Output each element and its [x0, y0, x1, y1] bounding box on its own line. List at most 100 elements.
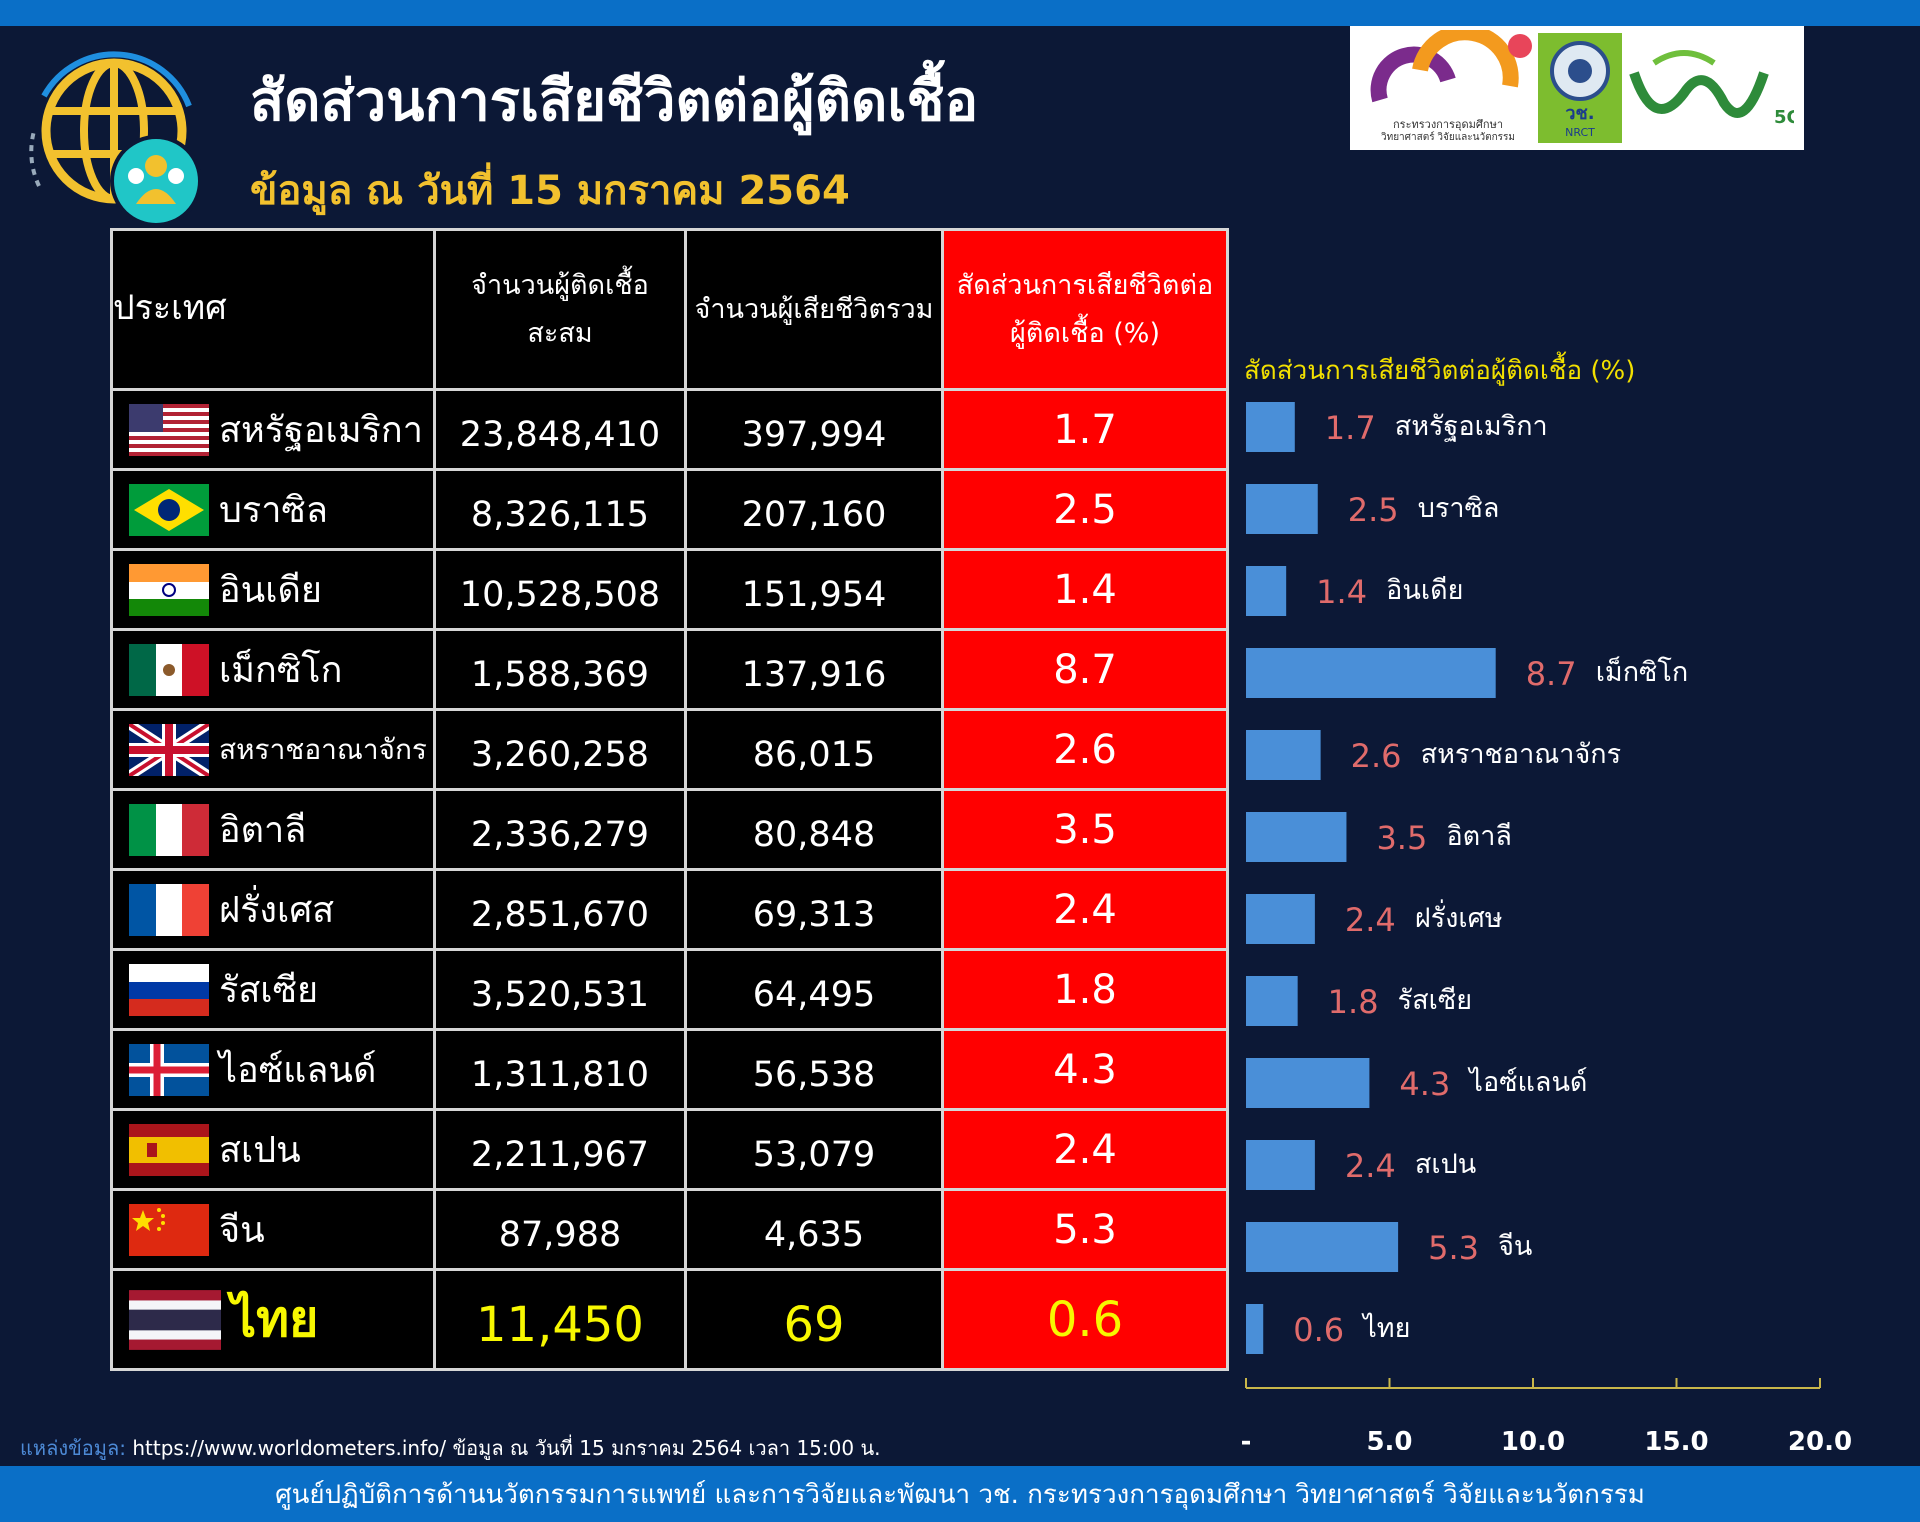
- nrct-logo: วช. NRCT: [1538, 33, 1622, 143]
- ratio-cell: 1.4: [941, 548, 1229, 631]
- bar: [1246, 566, 1287, 616]
- bar-value-label: 0.6: [1293, 1311, 1344, 1349]
- deaths-cell: 207,160: [684, 468, 944, 551]
- infections-cell: 3,520,531: [433, 948, 687, 1031]
- bar-category-label: อินเดีย: [1386, 575, 1463, 606]
- bar-category-label: ฝรั่งเศษ: [1415, 899, 1503, 934]
- bar-category-label: ไอซ์แลนด์: [1467, 1066, 1587, 1098]
- ratio-cell: 2.4: [941, 1108, 1229, 1191]
- infections-cell: 87,988: [433, 1188, 687, 1271]
- bar-category-label: จีน: [1498, 1231, 1532, 1262]
- bar-value-label: 2.4: [1345, 901, 1396, 939]
- bar-value-label: 1.7: [1325, 409, 1376, 447]
- deaths-cell: 69,313: [684, 868, 944, 951]
- table-row: อินเดีย 10,528,508 151,954 1.4: [110, 548, 1229, 631]
- infections-cell: 1,311,810: [433, 1028, 687, 1111]
- thailand-flag-icon: [129, 1289, 221, 1350]
- bar-value-label: 1.4: [1316, 573, 1367, 611]
- infections-cell: 11,450: [433, 1268, 687, 1371]
- country-name: สเปน: [219, 1130, 301, 1171]
- table-header-row: ประเทศ จำนวนผู้ติดเชื้อ สะสม จำนวนผู้เสี…: [110, 228, 1229, 391]
- col-country-header: ประเทศ: [110, 228, 436, 391]
- table-row: เม็กซิโก 1,588,369 137,916 8.7: [110, 628, 1229, 711]
- infections-cell: 2,336,279: [433, 788, 687, 871]
- infections-cell: 8,326,115: [433, 468, 687, 551]
- svg-text:วิทยาศาสตร์ วิจัยและนวัตกรรม: วิทยาศาสตร์ วิจัยและนวัตกรรม: [1381, 131, 1515, 143]
- infections-cell: 23,848,410: [433, 388, 687, 471]
- svg-text:กระทรวงการอุดมศึกษา: กระทรวงการอุดมศึกษา: [1393, 119, 1503, 131]
- table-row: ฝรั่งเศส 2,851,670 69,313 2.4: [110, 868, 1229, 951]
- ratio-cell: 3.5: [941, 788, 1229, 871]
- bar-value-label: 3.5: [1376, 819, 1427, 857]
- mexico-flag-icon: [129, 643, 209, 696]
- deaths-cell: 86,015: [684, 708, 944, 791]
- ratio-cell: 0.6: [941, 1268, 1229, 1371]
- country-name: บราซิล: [219, 490, 328, 531]
- bar-category-label: สหราชอาณาจักร: [1421, 739, 1622, 770]
- bar-value-label: 2.4: [1345, 1147, 1396, 1185]
- bar-category-label: สเปน: [1415, 1149, 1476, 1180]
- svg-text:5G: 5G: [1774, 107, 1794, 128]
- russia-flag-icon: [129, 963, 209, 1016]
- table-row: รัสเซีย 3,520,531 64,495 1.8: [110, 948, 1229, 1031]
- bar: [1246, 730, 1321, 780]
- x-tick-label: 20.0: [1788, 1427, 1852, 1450]
- iceland-flag-icon: [129, 1043, 209, 1096]
- bar-value-label: 4.3: [1399, 1065, 1450, 1103]
- deaths-cell: 64,495: [684, 948, 944, 1031]
- country-name: อิตาลี: [219, 810, 307, 851]
- ratio-cell: 2.5: [941, 468, 1229, 551]
- x-tick-label: -: [1241, 1427, 1252, 1450]
- france-flag-icon: [129, 883, 209, 936]
- table-row: ไอซ์แลนด์ 1,311,810 56,538 4.3: [110, 1028, 1229, 1111]
- x-tick-label: 10.0: [1501, 1427, 1565, 1450]
- bar: [1246, 1140, 1315, 1190]
- infections-cell: 3,260,258: [433, 708, 687, 791]
- table-row: บราซิล 8,326,115 207,160 2.5: [110, 468, 1229, 551]
- bar: [1246, 1058, 1370, 1108]
- table-row: อิตาลี 2,336,279 80,848 3.5: [110, 788, 1229, 871]
- bar: [1246, 484, 1318, 534]
- bar-category-label: อิตาลี: [1446, 821, 1511, 852]
- country-name: ไทย: [231, 1290, 319, 1348]
- deaths-cell: 151,954: [684, 548, 944, 631]
- deaths-cell: 53,079: [684, 1108, 944, 1191]
- ratio-bar-chart: 1.7 สหรัฐอเมริกา 2.5 บราซิล 1.4 อินเดีย 8.7 เม็…: [1241, 402, 1852, 1450]
- table-row: สหราชอาณาจักร 3,260,258 86,015 2.6: [110, 708, 1229, 791]
- x-tick-label: 15.0: [1644, 1427, 1708, 1450]
- spain-flag-icon: [129, 1123, 209, 1176]
- infections-cell: 1,588,369: [433, 628, 687, 711]
- bar-value-label: 5.3: [1428, 1229, 1479, 1267]
- globe-people-icon: [29, 51, 202, 227]
- india-flag-icon: [129, 563, 209, 616]
- bar-category-label: บราซิล: [1418, 493, 1500, 524]
- fiveg-logo: 5G: [1629, 50, 1794, 128]
- footer-bar: ศูนย์ปฏิบัติการด้านนวัตกรรมการแพทย์ และก…: [0, 1466, 1920, 1522]
- bar-value-label: 1.8: [1328, 983, 1379, 1021]
- ratio-cell: 1.8: [941, 948, 1229, 1031]
- ratio-cell: 4.3: [941, 1028, 1229, 1111]
- col-infections-header: จำนวนผู้ติดเชื้อ สะสม: [433, 228, 687, 391]
- deaths-cell: 137,916: [684, 628, 944, 711]
- bar-category-label: ไทย: [1361, 1313, 1410, 1344]
- bar: [1246, 976, 1298, 1026]
- deaths-cell: 69: [684, 1268, 944, 1371]
- china-flag-icon: [129, 1203, 209, 1256]
- table-row: สหรัฐอเมริกา 23,848,410 397,994 1.7: [110, 388, 1229, 471]
- country-name: จีน: [219, 1210, 265, 1251]
- source-note: แหล่งข้อมูล: https://www.worldometers.in…: [20, 1432, 880, 1464]
- country-name: ฝรั่งเศส: [219, 890, 335, 931]
- usa-flag-icon: [129, 403, 209, 456]
- chart-title: สัดส่วนการเสียชีวิตต่อผู้ติดเชื้อ (%): [1244, 356, 1636, 386]
- ratio-cell: 8.7: [941, 628, 1229, 711]
- ratio-cell: 5.3: [941, 1188, 1229, 1271]
- uk-flag-icon: [129, 723, 209, 776]
- country-name: เม็กซิโก: [219, 650, 343, 691]
- page-title: สัดส่วนการเสียชีวิตต่อผู้ติดเชื้อ: [250, 69, 979, 134]
- col-ratio-header: สัดส่วนการเสียชีวิตต่อ ผู้ติดเชื้อ (%): [941, 228, 1229, 391]
- deaths-cell: 56,538: [684, 1028, 944, 1111]
- bar: [1246, 812, 1347, 862]
- table-row: สเปน 2,211,967 53,079 2.4: [110, 1108, 1229, 1191]
- country-name: สหรัฐอเมริกา: [219, 410, 423, 451]
- bar: [1246, 1222, 1399, 1272]
